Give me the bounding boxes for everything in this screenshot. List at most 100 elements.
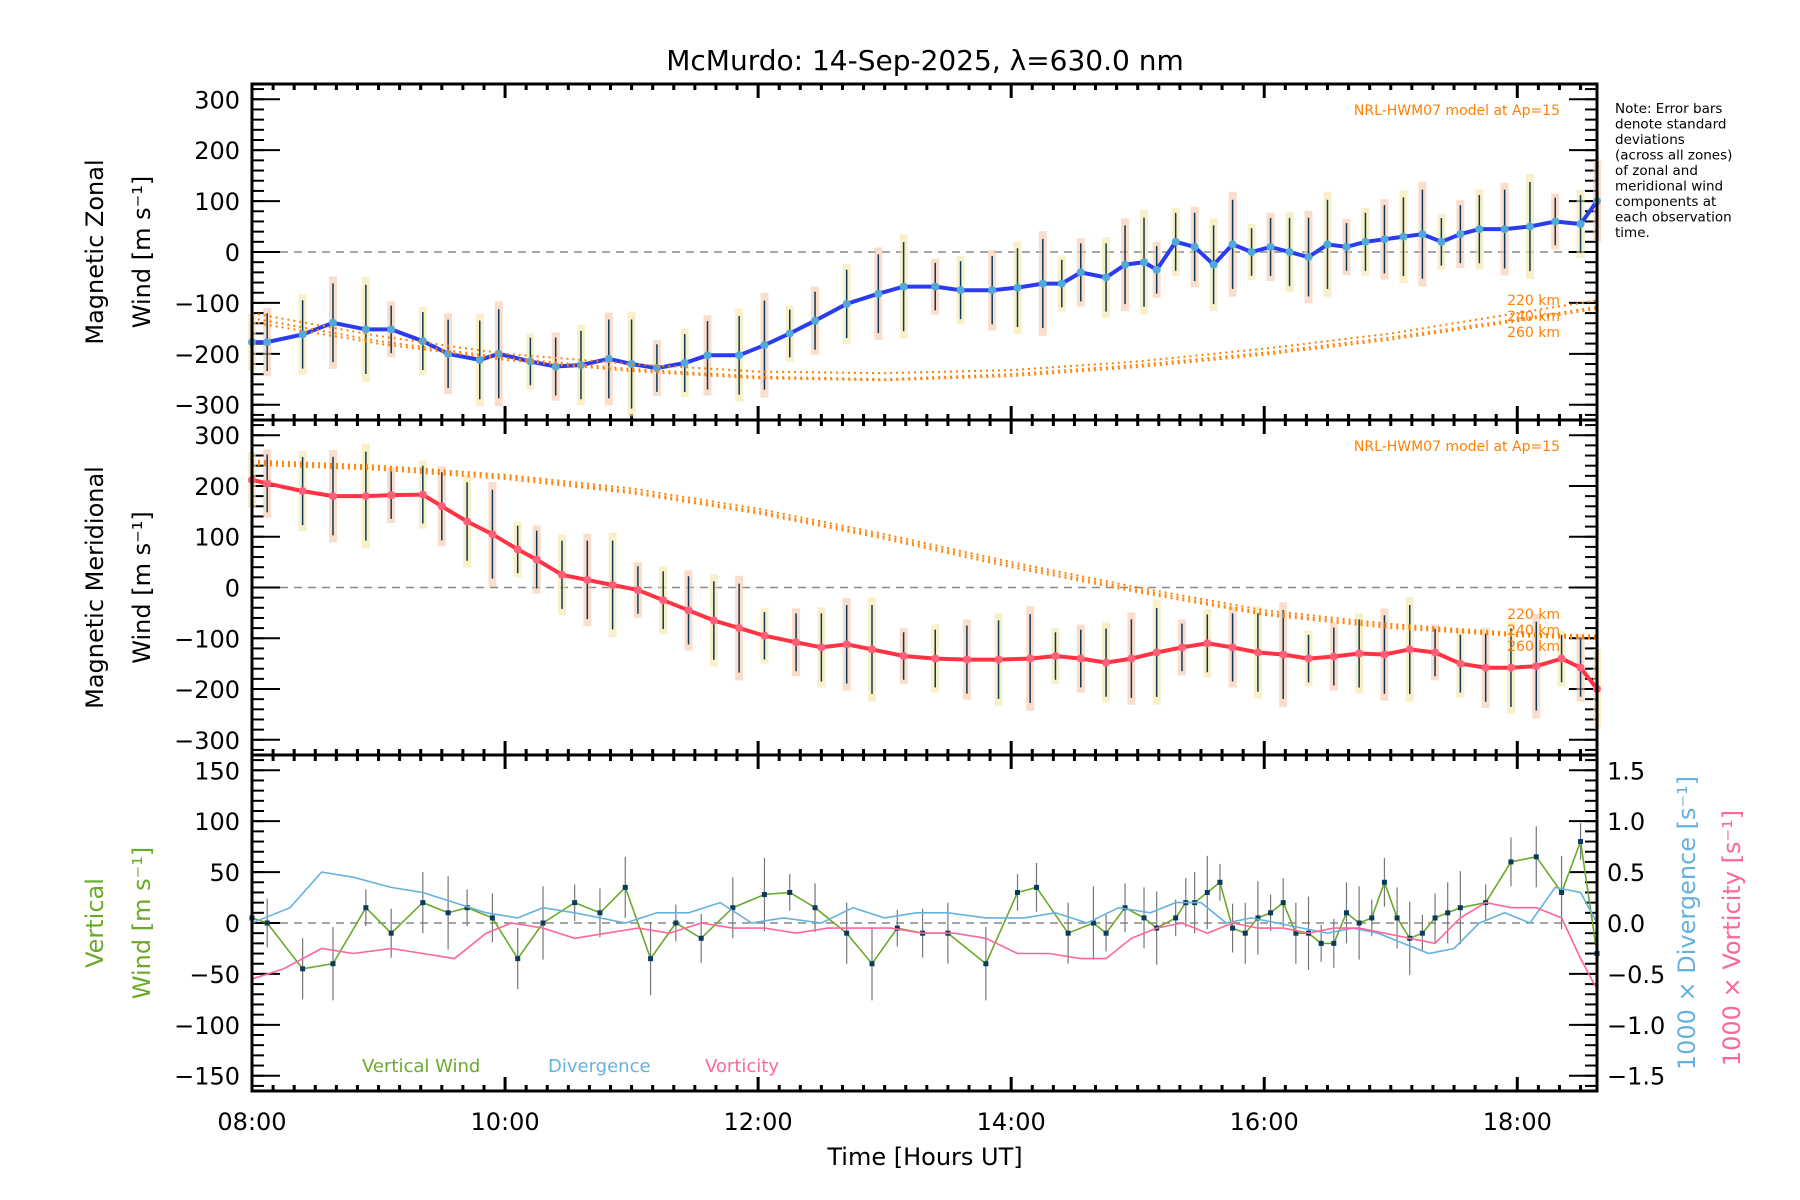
data-point — [608, 580, 617, 589]
data-point — [526, 357, 535, 366]
data-point — [597, 910, 603, 916]
data-point — [1057, 279, 1066, 288]
data-point — [330, 961, 336, 967]
data-point — [464, 905, 470, 911]
data-point — [812, 905, 818, 911]
data-point — [1525, 222, 1534, 231]
y-tick-label: −50 — [189, 961, 240, 989]
data-point — [1033, 884, 1039, 890]
data-point — [1203, 639, 1212, 648]
panel-frame — [250, 753, 1599, 1093]
data-point — [1141, 915, 1147, 921]
data-point — [1076, 268, 1085, 277]
data-point — [1204, 889, 1210, 895]
y-tick-label: 0 — [225, 910, 240, 938]
y-axis-label-line1: Vertical — [81, 878, 109, 968]
data-point — [263, 479, 272, 488]
note-line: denote standard — [1615, 117, 1726, 133]
data-point — [437, 502, 446, 511]
data-point — [1445, 910, 1451, 916]
right-y-tick-label: 1.5 — [1607, 757, 1645, 785]
data-point — [844, 930, 850, 936]
y-tick-label: −100 — [174, 290, 240, 318]
data-point — [488, 530, 497, 539]
data-point — [1253, 648, 1262, 657]
data-point — [1475, 225, 1484, 234]
data-point — [1506, 663, 1515, 672]
data-point — [1500, 225, 1509, 234]
y-tick-label: 0 — [225, 239, 240, 267]
y-tick-label: 300 — [194, 86, 240, 114]
data-point — [983, 961, 989, 967]
y-tick-label: −300 — [174, 392, 240, 420]
data-point — [1437, 237, 1446, 246]
data-point — [1279, 650, 1288, 659]
data-point — [633, 586, 642, 595]
data-point — [1578, 839, 1584, 845]
x-tick-label: 14:00 — [977, 1108, 1046, 1136]
data-point — [463, 517, 472, 526]
x-tick-label: 12:00 — [724, 1108, 793, 1136]
data-point — [1576, 663, 1585, 672]
data-point — [489, 915, 495, 921]
note-line: of zonal and — [1615, 163, 1698, 179]
data-point — [1266, 242, 1275, 251]
data-point — [1369, 915, 1375, 921]
data-point — [867, 645, 876, 654]
data-point — [1293, 930, 1299, 936]
data-point — [361, 325, 370, 334]
data-point — [1532, 662, 1541, 671]
data-point — [1103, 930, 1109, 936]
vertical-wind-panel: −150 −100 −50 0 50 100 150 −1.5 −1.0 −0.5 0.0 0.5 1.… — [81, 753, 1746, 1093]
data-point — [1076, 654, 1085, 663]
data-point — [1323, 240, 1332, 249]
data-point — [1217, 879, 1223, 885]
data-point — [817, 643, 826, 652]
data-point — [576, 361, 585, 370]
data-point — [1255, 915, 1261, 921]
data-point — [1152, 648, 1161, 657]
x-tick-label: 16:00 — [1230, 1108, 1299, 1136]
data-point — [842, 640, 851, 649]
right-y-tick-label: −1.0 — [1607, 1012, 1665, 1040]
data-point — [264, 920, 270, 926]
y-tick-label: 100 — [194, 524, 240, 552]
altitude-label: 240 km — [1507, 623, 1560, 639]
model-label: NRL-HWM07 model at Ap=15 — [1354, 439, 1560, 455]
y-tick-label: 50 — [209, 859, 240, 887]
note-line: components at — [1615, 194, 1716, 210]
data-point — [994, 655, 1003, 664]
hwm07-240-km-line — [251, 461, 1598, 639]
altitude-label: 220 km — [1507, 607, 1560, 623]
meridional-wind-line — [251, 477, 1599, 691]
right-y-tick-label: −1.5 — [1607, 1063, 1665, 1091]
legend-item: Vertical Wind — [362, 1056, 480, 1077]
altitude-label: 220 km — [1507, 293, 1560, 309]
note-line: (across all zones) — [1615, 148, 1732, 164]
data-point — [1559, 889, 1565, 895]
data-point — [730, 905, 736, 911]
data-point — [551, 362, 560, 371]
data-point — [899, 282, 908, 291]
y-tick-label: 200 — [194, 137, 240, 165]
y-tick-label: −100 — [174, 1012, 240, 1040]
data-point — [445, 910, 451, 916]
note-line: each observation — [1615, 210, 1732, 226]
altitude-label: 240 km — [1507, 309, 1560, 325]
data-point — [627, 360, 636, 368]
chart-title: McMurdo: 14-Sep-2025, λ=630.0 nm — [666, 44, 1184, 77]
data-point — [1230, 925, 1236, 931]
data-point — [1355, 649, 1364, 658]
data-point — [1432, 915, 1438, 921]
right-y-axis-label-vorticity: 1000 × Vorticity [s⁻¹] — [1718, 810, 1746, 1066]
data-point — [652, 364, 661, 373]
data-point — [735, 351, 744, 360]
data-point — [1127, 654, 1136, 663]
data-point — [962, 655, 971, 664]
altitude-label: 260 km — [1507, 325, 1560, 341]
data-point — [1419, 930, 1425, 936]
y-axis-label-line1: Magnetic Zonal — [81, 159, 109, 344]
data-point — [557, 570, 566, 579]
data-point — [298, 330, 307, 339]
